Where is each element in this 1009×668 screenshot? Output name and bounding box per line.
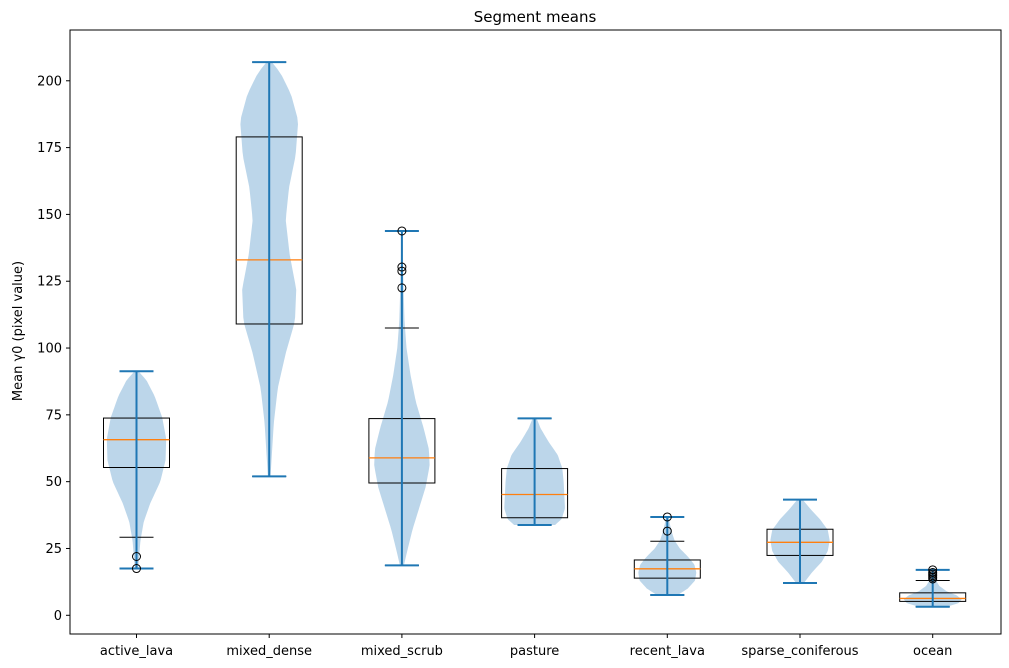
y-tick-label: 125 bbox=[37, 275, 62, 290]
x-tick-label: active_lava bbox=[100, 644, 173, 659]
category-sparse-coniferous bbox=[766, 498, 834, 584]
y-tick-label: 75 bbox=[45, 408, 62, 423]
outlier-point bbox=[397, 262, 407, 272]
outlier-point bbox=[397, 283, 407, 293]
plot-frame bbox=[69, 29, 1002, 635]
y-tick-label: 200 bbox=[37, 74, 62, 89]
outlier-point bbox=[928, 568, 938, 578]
outlier-point bbox=[662, 512, 672, 522]
x-tick-label: mixed_scrub bbox=[361, 644, 443, 659]
x-tick-label: ocean bbox=[913, 644, 952, 659]
y-tick-label: 175 bbox=[37, 141, 62, 156]
category-mixed-dense bbox=[235, 61, 303, 478]
chart-title: Segment means bbox=[474, 8, 597, 26]
outlier-point bbox=[132, 564, 141, 574]
category-pasture bbox=[501, 417, 569, 526]
category-active-lava bbox=[103, 370, 170, 574]
outlier-point bbox=[928, 565, 938, 575]
y-tick-label: 150 bbox=[37, 208, 62, 223]
y-tick-label: 50 bbox=[45, 475, 62, 490]
y-tick-label: 0 bbox=[54, 609, 62, 624]
x-tick-label: sparse_coniferous bbox=[741, 644, 858, 659]
outlier-point bbox=[662, 526, 672, 536]
x-tick-label: pasture bbox=[510, 644, 559, 659]
plot-area bbox=[103, 61, 967, 608]
outlier-point bbox=[397, 226, 407, 236]
category-mixed-scrub bbox=[368, 226, 436, 567]
category-ocean bbox=[899, 565, 967, 608]
x-tick-label: mixed_dense bbox=[226, 644, 312, 659]
outlier-point bbox=[397, 266, 407, 276]
x-tick-label: recent_lava bbox=[630, 644, 705, 659]
y-tick-label: 25 bbox=[45, 542, 62, 557]
outlier-point bbox=[132, 551, 141, 561]
category-recent-lava bbox=[633, 512, 701, 596]
axes: active_lava mixed_dense mixed_scrub pasture… bbox=[37, 29, 1002, 659]
y-axis-label: Mean γ0 (pixel value) bbox=[11, 261, 26, 401]
y-tick-label: 100 bbox=[37, 342, 62, 357]
